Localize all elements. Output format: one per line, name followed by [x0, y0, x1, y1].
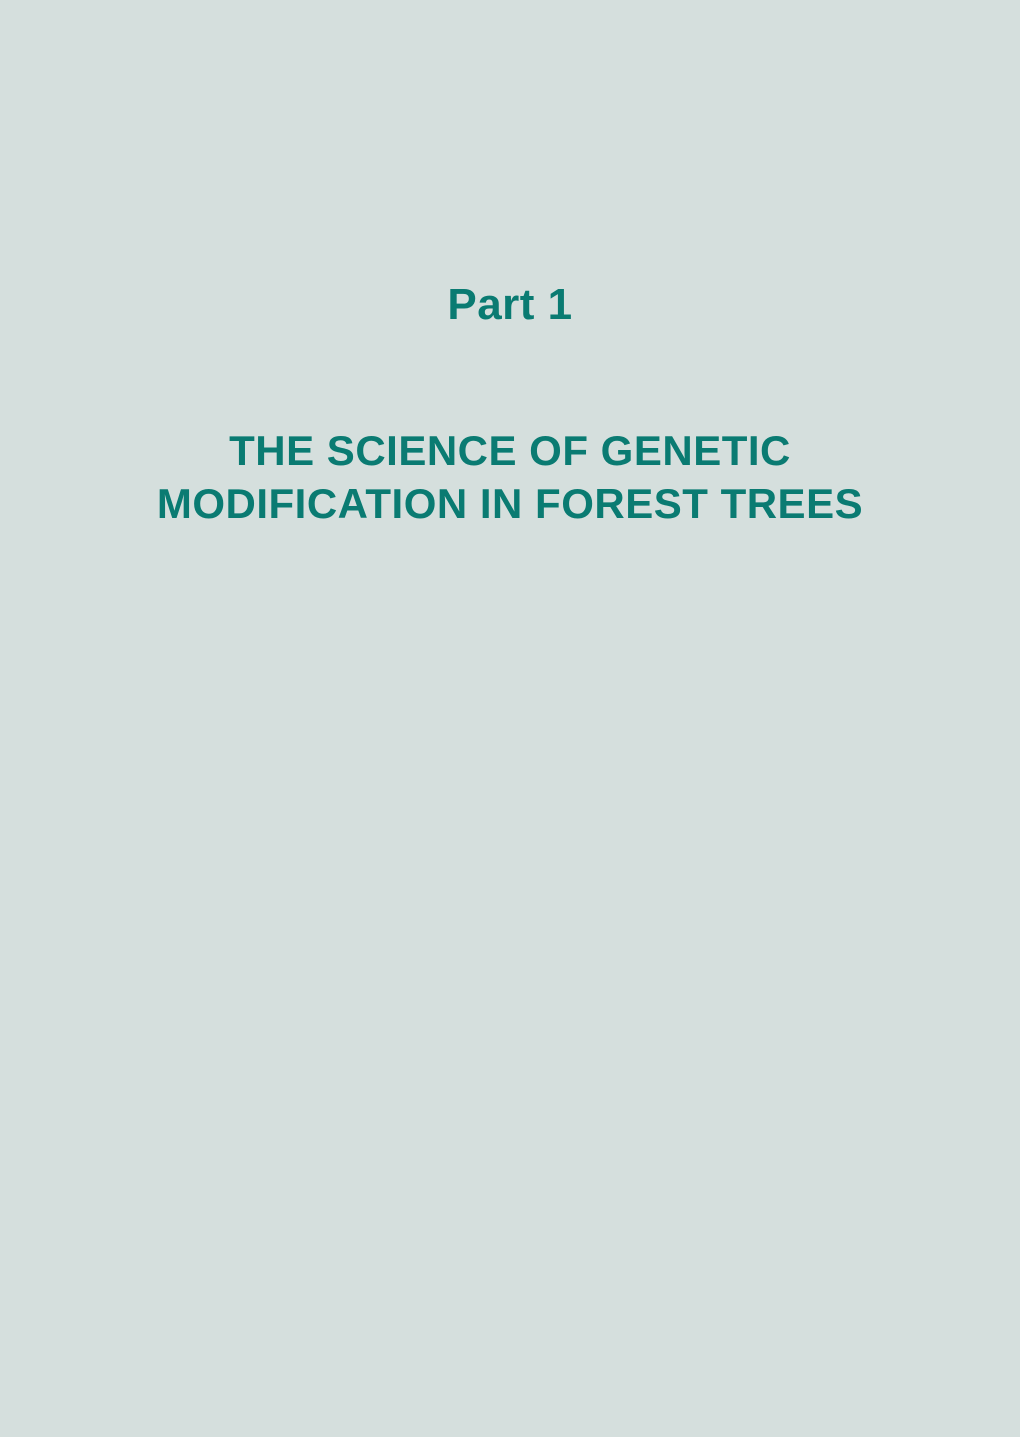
title-line-1: THE SCIENCE OF GENETIC — [0, 425, 1020, 478]
title-line-2: MODIFICATION IN FOREST TREES — [0, 478, 1020, 531]
part-label: Part 1 — [0, 280, 1020, 330]
page-content: Part 1 THE SCIENCE OF GENETIC MODIFICATI… — [0, 280, 1020, 530]
